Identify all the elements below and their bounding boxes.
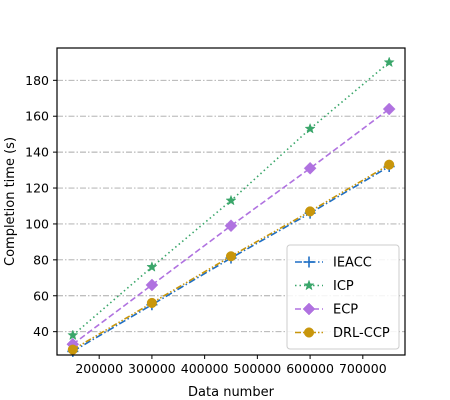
legend-marker [303, 327, 315, 338]
legend-label: IEACC [333, 256, 372, 271]
legend-marker [303, 279, 315, 291]
data-point [225, 194, 237, 206]
series-ecp [66, 102, 396, 351]
y-tick-label: 80 [33, 252, 49, 267]
data-point [304, 122, 316, 134]
y-axis-label: Completion time (s) [3, 137, 18, 266]
x-tick-label: 700000 [339, 361, 387, 376]
data-point [303, 161, 317, 175]
y-tick-label: 60 [33, 288, 49, 303]
legend-entry: ECP [295, 303, 358, 318]
data-point [305, 206, 316, 217]
series-icp [67, 56, 395, 341]
data-point [146, 261, 158, 272]
series-layer [66, 56, 396, 357]
data-point [67, 329, 79, 341]
data-point [225, 251, 237, 262]
legend-box [286, 244, 400, 350]
legend-entry: DRL-CCP [295, 326, 390, 341]
data-point [145, 278, 159, 292]
series-line [72, 108, 390, 345]
x-tick-label: 300000 [128, 361, 176, 376]
series-drl-ccp [67, 159, 395, 355]
plot-frame [56, 47, 406, 356]
data-point [382, 102, 396, 116]
legend-label: DRL-CCP [333, 326, 390, 341]
y-axis-ticks: 40 60 80 100 120 140 160 180 [25, 73, 57, 339]
y-tick-label: 100 [25, 216, 49, 231]
x-tick-label: 600000 [286, 361, 334, 376]
legend-marker [302, 302, 316, 316]
data-point [224, 219, 238, 233]
y-tick-label: 40 [33, 324, 49, 339]
x-axis-ticks: 200000 300000 400000 500000 600000 700000 [75, 355, 387, 376]
data-point [146, 297, 157, 308]
x-tick-label: 200000 [75, 361, 123, 376]
legend-entry: IEACC [295, 256, 372, 271]
legend-label: ICP [333, 279, 354, 294]
y-tick-label: 120 [25, 181, 49, 196]
y-tick-label: 180 [25, 73, 49, 88]
legend-label: ECP [333, 303, 358, 318]
y-tick-label: 140 [25, 145, 49, 160]
data-point [384, 159, 395, 170]
data-point [67, 344, 78, 355]
data-point [383, 56, 395, 68]
legend-marker [303, 256, 315, 268]
legend-entry: ICP [295, 279, 354, 294]
x-axis-label: Data number [188, 385, 275, 400]
y-tick-label: 160 [25, 109, 49, 124]
legend: IEACC ICP ECP DRL-CCP [286, 244, 400, 350]
x-tick-label: 500000 [234, 361, 282, 376]
x-tick-label: 400000 [181, 361, 229, 376]
